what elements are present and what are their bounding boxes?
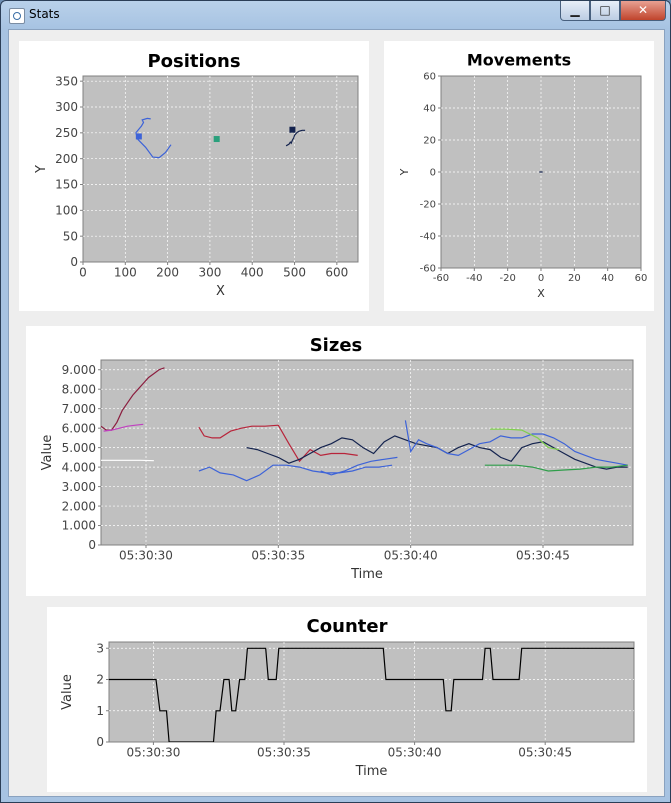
positions-title: Positions — [147, 51, 240, 72]
sizes-x-tick-label: 05:30:35 — [251, 549, 305, 563]
sizes-y-tick-label: 4.000 — [62, 460, 96, 474]
positions-x-tick-label: 400 — [241, 266, 264, 280]
counter-series-group — [109, 647, 634, 742]
counter-y-axis-label: Value — [60, 674, 75, 710]
movements-x-tick-label: -20 — [499, 273, 515, 284]
counter-y-tick-label: 3 — [96, 641, 104, 655]
sizes-chart: Sizes 05:30:30 05:30:35 05:30:40 05:30:45 0 1.… — [40, 335, 634, 582]
sizes-y-tick-label: 5.000 — [62, 441, 96, 455]
sizes-x-tick-label: 05:30:40 — [384, 549, 438, 563]
positions-y-tick-label: 350 — [55, 74, 78, 88]
positions-x-tick-label: 100 — [114, 266, 137, 280]
close-button[interactable]: ✕ — [620, 1, 666, 21]
positions-series-group — [135, 117, 306, 159]
sizes-series-line — [320, 456, 398, 476]
movements-x-tick-label: 0 — [538, 273, 544, 284]
sizes-title: Sizes — [310, 335, 363, 356]
counter-y-tick-label: 1 — [96, 704, 104, 718]
sizes-y-axis-label: Value — [40, 435, 55, 471]
counter-series-line — [109, 647, 634, 742]
movements-chart: Movements -60 -40 -20 0 20 40 60 -60 -40 -20 0 20 40 6… — [398, 51, 648, 301]
positions-point-marker — [135, 133, 142, 140]
positions-point-marker — [289, 126, 296, 133]
positions-x-tick-label: 200 — [156, 266, 179, 280]
positions-series-line — [285, 129, 306, 147]
counter-x-tick-label: 05:30:30 — [126, 746, 180, 760]
positions-x-tick-label: 0 — [79, 266, 87, 280]
movements-y-tick-label: 60 — [423, 72, 436, 83]
counter-chart: Counter 05:30:30 05:30:35 05:30:40 05:30:45 0… — [60, 616, 635, 779]
movements-y-tick-label: 0 — [430, 168, 436, 179]
movements-panel: Movements -60 -40 -20 0 20 40 60 -60 -40 -20 0 20 40 6… — [384, 41, 654, 311]
positions-y-axis-label: Y — [34, 165, 49, 174]
movements-x-axis-label: X — [537, 287, 545, 300]
sizes-series-line — [198, 464, 393, 482]
movements-y-axis-label: Y — [398, 168, 411, 176]
sizes-y-tick-label: 7.000 — [62, 402, 96, 416]
counter-x-tick-label: 05:30:35 — [257, 746, 311, 760]
positions-chart: Positions 0 100 200 300 400 500 600 0 50 100 150 200… — [34, 51, 359, 299]
sizes-x-tick-label: 05:30:30 — [119, 549, 173, 563]
sizes-plot-area — [100, 359, 634, 546]
counter-panel: Counter 05:30:30 05:30:35 05:30:40 05:30:45 0… — [47, 607, 647, 792]
counter-x-tick-label: 05:30:45 — [518, 746, 572, 760]
sizes-y-tick-label: 6.000 — [62, 421, 96, 435]
positions-x-axis-label: X — [216, 284, 225, 299]
positions-y-tick-label: 50 — [63, 229, 78, 243]
counter-plot-area — [108, 641, 635, 743]
window-title: Stats — [29, 7, 60, 21]
minimize-button[interactable]: ▁ — [560, 1, 590, 21]
positions-y-tick-label: 250 — [55, 126, 78, 140]
sizes-x-axis-label: Time — [350, 567, 383, 582]
movements-y-tick-label: -20 — [420, 200, 436, 211]
sizes-y-tick-label: 9.000 — [62, 363, 96, 377]
movements-x-tick-label: 40 — [601, 273, 614, 284]
sizes-y-tick-label: 8.000 — [62, 382, 96, 396]
positions-x-tick-label: 500 — [283, 266, 306, 280]
movements-x-tick-label: 20 — [568, 273, 581, 284]
maximize-button[interactable]: □ — [590, 1, 620, 21]
positions-x-tick-label: 300 — [198, 266, 221, 280]
positions-y-tick-label: 300 — [55, 100, 78, 114]
positions-y-tick-label: 0 — [70, 255, 78, 269]
movements-y-tick-label: -40 — [420, 232, 436, 243]
sizes-panel: Sizes 05:30:30 05:30:35 05:30:40 05:30:45 0 1.… — [26, 326, 646, 596]
positions-plot-area — [82, 75, 359, 263]
positions-x-tick-label: 600 — [325, 266, 348, 280]
movements-y-tick-label: 40 — [423, 104, 436, 115]
positions-point-marker — [213, 136, 220, 143]
movements-title: Movements — [467, 51, 571, 70]
sizes-y-tick-label: 3.000 — [62, 480, 96, 494]
sizes-series-line — [490, 428, 560, 451]
java-app-icon — [9, 8, 25, 24]
movements-x-tick-label: -40 — [466, 273, 482, 284]
movements-y-tick-label: 20 — [423, 136, 436, 147]
sizes-series-group — [101, 367, 628, 482]
positions-y-tick-label: 100 — [55, 204, 78, 218]
positions-panel: Positions 0 100 200 300 400 500 600 0 50 100 150 200… — [19, 41, 369, 311]
title-bar[interactable]: Stats ▁ □ ✕ — [1, 1, 670, 29]
sizes-series-line — [484, 464, 628, 472]
counter-y-tick-label: 0 — [96, 735, 104, 749]
sizes-series-line — [103, 423, 144, 432]
counter-y-tick-label: 2 — [96, 673, 104, 687]
sizes-series-line — [404, 420, 628, 466]
sizes-x-tick-label: 05:30:45 — [516, 549, 570, 563]
counter-title: Counter — [307, 616, 388, 637]
sizes-y-tick-label: 2.000 — [62, 499, 96, 513]
sizes-series-line — [198, 424, 358, 463]
positions-y-tick-label: 200 — [55, 152, 78, 166]
movements-y-tick-label: -60 — [420, 264, 436, 275]
counter-x-tick-label: 05:30:40 — [388, 746, 442, 760]
counter-x-axis-label: Time — [355, 764, 388, 779]
window-content: Positions 0 100 200 300 400 500 600 0 50 100 150 200… — [8, 29, 665, 797]
sizes-y-tick-label: 0 — [88, 538, 96, 552]
sizes-y-tick-label: 1.000 — [62, 519, 96, 533]
positions-y-tick-label: 150 — [55, 178, 78, 192]
movements-x-tick-label: -60 — [433, 273, 449, 284]
movements-x-tick-label: 60 — [635, 273, 648, 284]
